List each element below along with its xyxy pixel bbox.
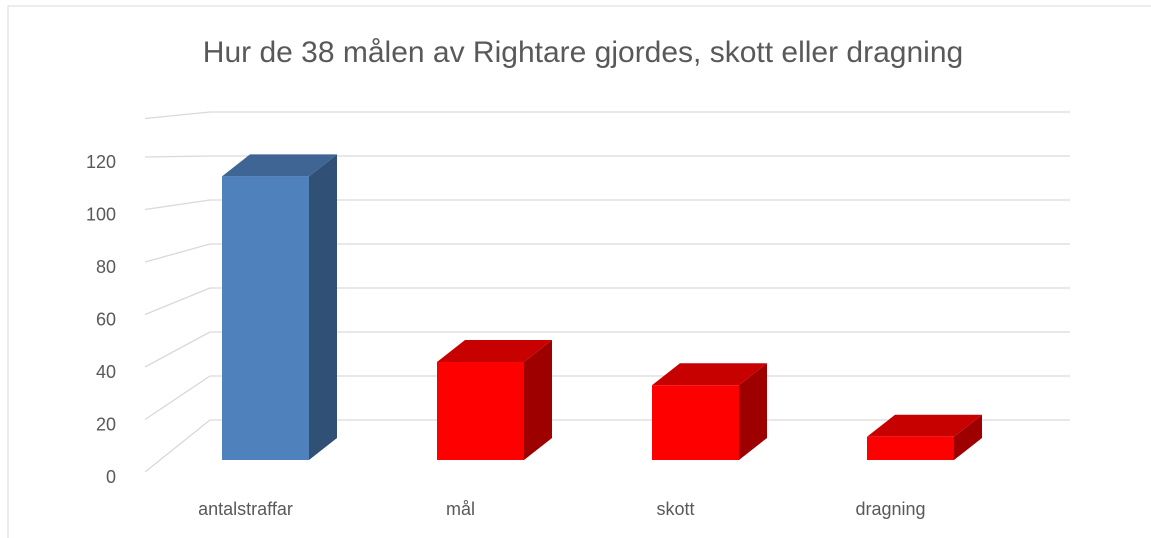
wall-top: [144, 111, 211, 120]
y-tick-label: 20: [96, 414, 116, 434]
grid-line: [144, 155, 211, 158]
y-tick-label: 120: [86, 152, 116, 172]
x-tick-label: skott: [656, 499, 694, 519]
y-tick-label: 100: [86, 204, 116, 224]
bar: [437, 362, 524, 460]
grid-line: [144, 287, 211, 316]
bar-side: [954, 414, 982, 460]
grid-line: [144, 331, 211, 368]
bar-top: [437, 340, 552, 363]
y-tick-label: 40: [96, 362, 116, 382]
bar-top: [222, 154, 337, 177]
bar-side: [524, 340, 552, 460]
bar-side: [309, 154, 337, 460]
chart-title: Hur de 38 målen av Rightare gjordes, sko…: [203, 36, 963, 69]
bar-top: [867, 414, 982, 437]
bar-side: [739, 363, 767, 460]
bar: [222, 176, 309, 460]
x-tick-label: dragning: [855, 499, 925, 519]
y-tick-label: 0: [106, 467, 116, 487]
x-tick-label: mål: [446, 499, 475, 519]
grid-line: [144, 243, 211, 263]
y-tick-label: 80: [96, 257, 116, 277]
chart-frame: [7, 5, 1151, 538]
grid-line: [144, 375, 211, 421]
grid-line: [144, 199, 211, 211]
grid-line: [144, 419, 211, 473]
x-tick-label: antalstraffar: [198, 499, 293, 519]
bar: [867, 436, 954, 460]
bar-top: [652, 363, 767, 386]
bar: [652, 385, 739, 460]
y-tick-label: 60: [96, 309, 116, 329]
